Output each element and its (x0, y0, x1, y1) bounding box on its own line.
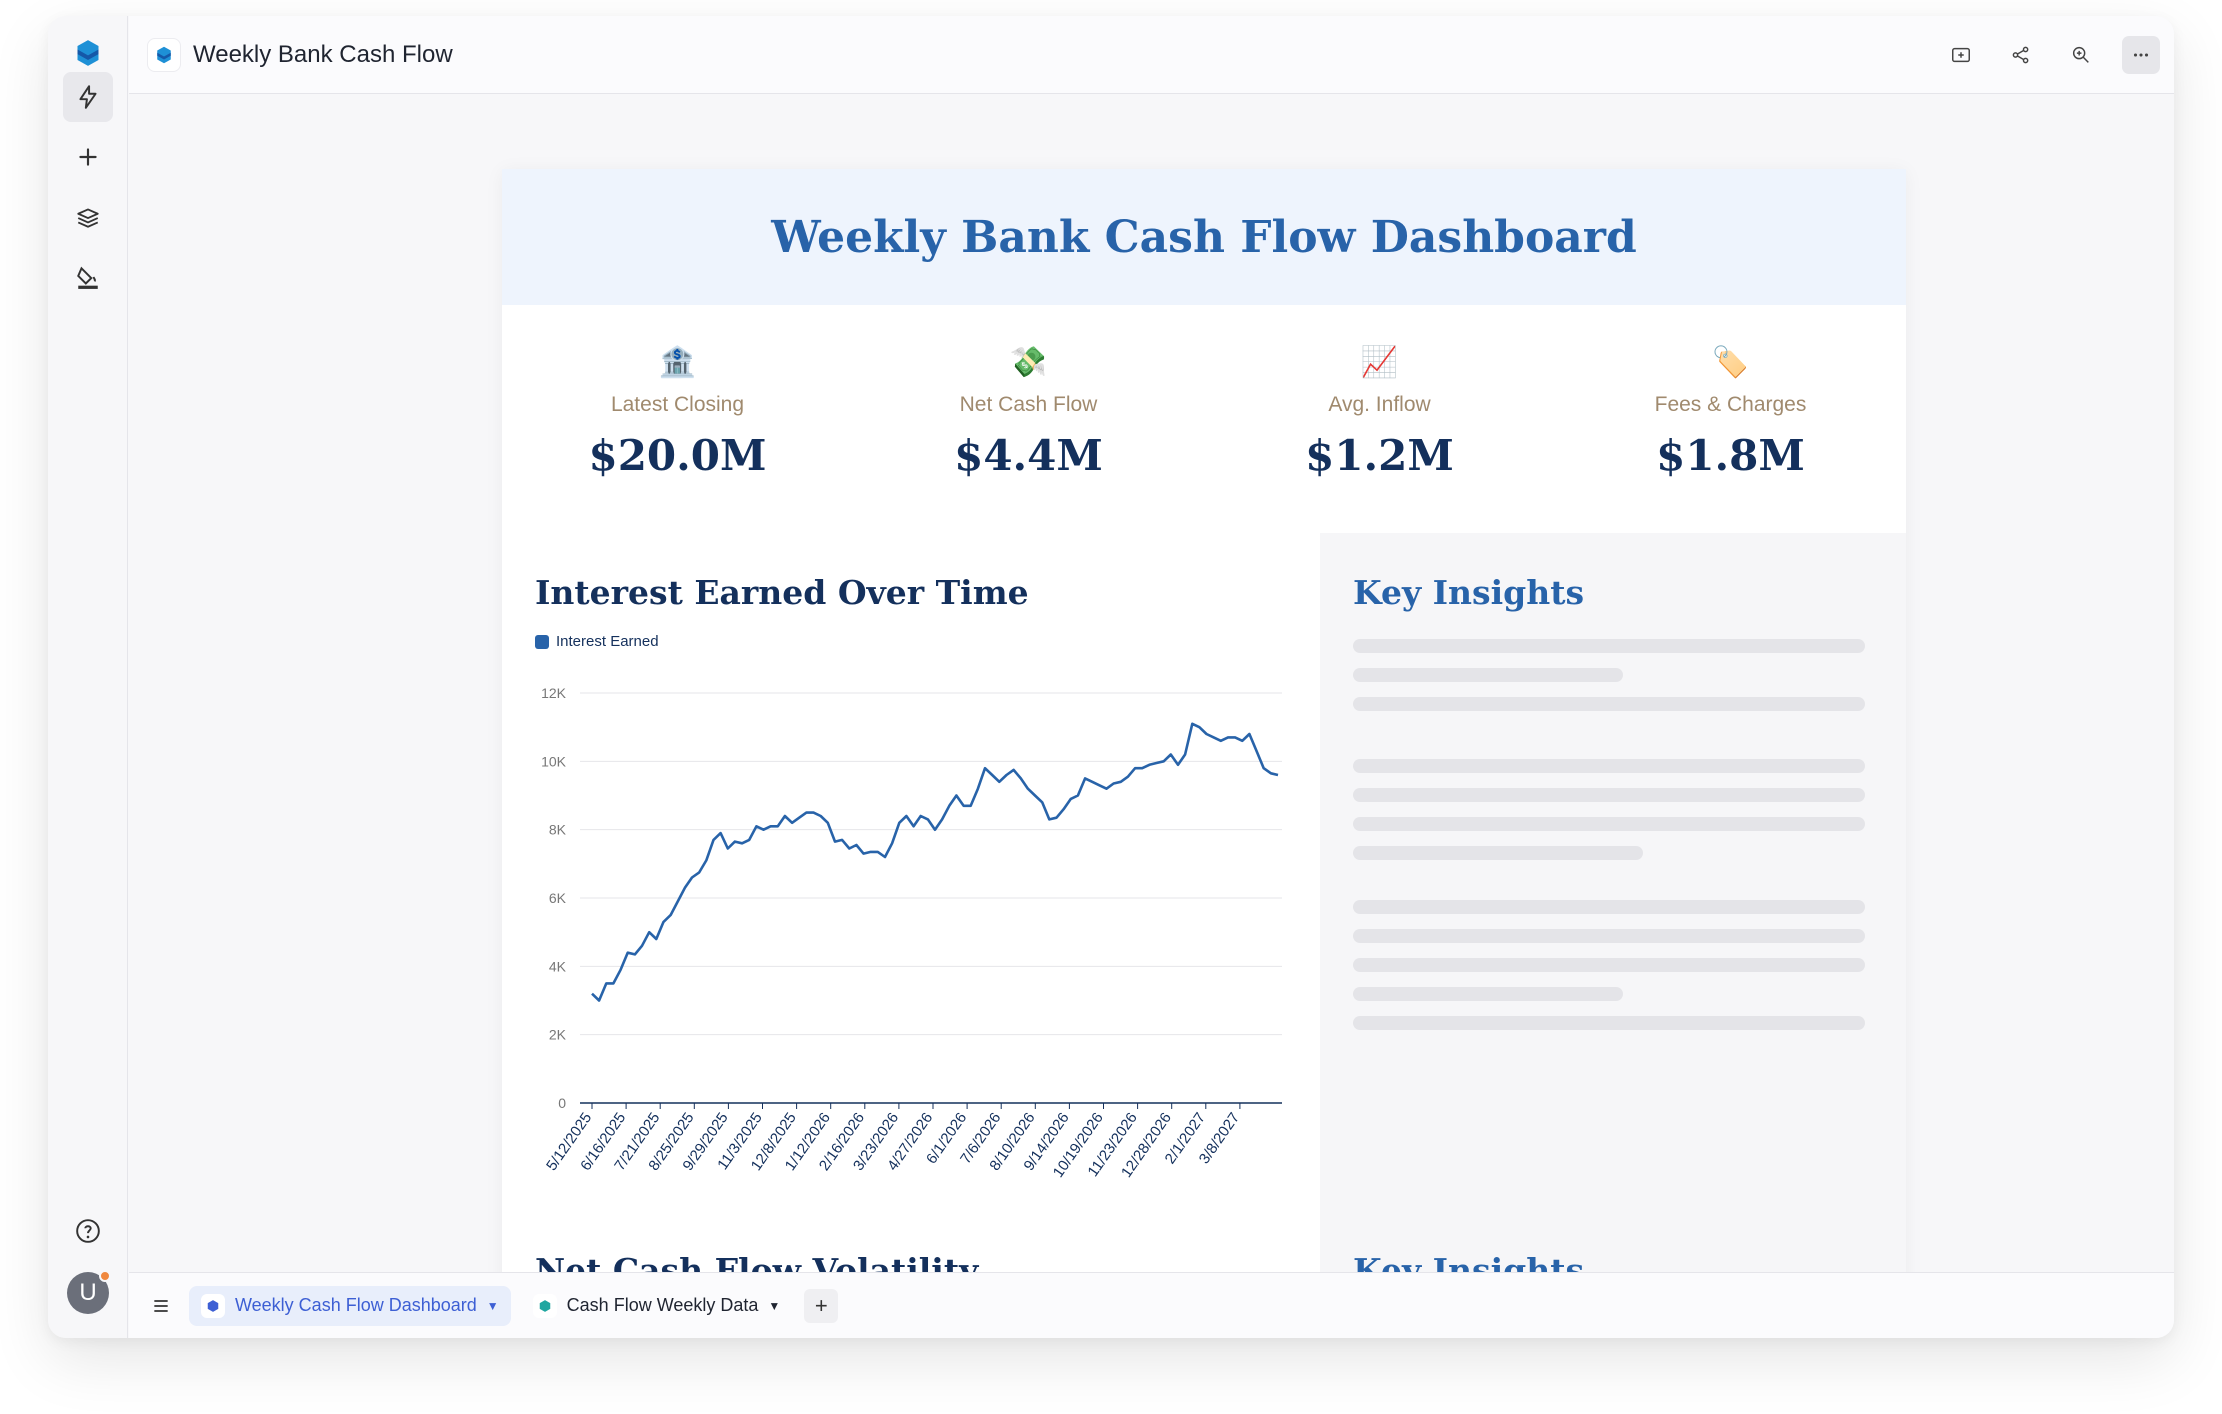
present-icon[interactable] (1942, 36, 1980, 74)
legend-swatch (535, 634, 549, 649)
chart-up-icon: 📈 (1360, 346, 1399, 379)
chevron-down-icon[interactable]: ▼ (486, 1298, 499, 1313)
dashboard-tab-icon (201, 1293, 225, 1318)
data-tab-icon (532, 1293, 557, 1318)
add-tab-button[interactable]: + (804, 1288, 839, 1323)
kpi-row: 🏦 Latest Closing $20.0M 💸 Net Cash Flow … (502, 305, 1906, 533)
kpi-label: Avg. Inflow (1328, 393, 1431, 416)
insights-title: Key Insights (1353, 573, 1585, 612)
kpi-card: 🏷️ Fees & Charges $1.8M (1555, 305, 1906, 533)
chart-legend[interactable]: Interest Earned (535, 633, 659, 650)
skeleton-line (1353, 639, 1865, 653)
dashboard-header: Weekly Bank Cash Flow Dashboard (502, 169, 1906, 305)
kpi-value: $1.2M (1305, 431, 1454, 480)
skeleton-line (1353, 987, 1623, 1001)
avatar-initial: U (79, 1279, 97, 1306)
y-tick-label: 6K (549, 890, 567, 906)
avatar[interactable]: U (67, 1270, 111, 1314)
left-rail: U (48, 16, 128, 1338)
skeleton-line (1353, 846, 1643, 860)
notification-dot (99, 1270, 111, 1282)
zoom-icon[interactable] (2062, 36, 2100, 74)
skeleton-line (1353, 958, 1865, 972)
y-tick-label: 10K (541, 753, 567, 769)
menu-icon[interactable] (143, 1288, 179, 1324)
skeleton-line (1353, 697, 1865, 711)
canvas: Weekly Bank Cash Flow Dashboard 🏦 Latest… (129, 95, 2174, 1272)
skeleton-line (1353, 759, 1865, 773)
plus-icon[interactable] (63, 132, 113, 182)
tab-label: Cash Flow Weekly Data (566, 1295, 759, 1315)
skeleton-line (1353, 788, 1865, 802)
y-tick-label: 2K (549, 1027, 567, 1043)
paint-bucket-icon[interactable] (63, 252, 113, 302)
layers-icon[interactable] (63, 192, 113, 242)
kpi-card: 🏦 Latest Closing $20.0M (502, 305, 853, 533)
bolt-icon[interactable] (63, 72, 113, 122)
help-icon[interactable] (63, 1206, 113, 1256)
tag-icon: 🏷️ (1711, 346, 1750, 379)
kpi-value: $1.8M (1656, 431, 1805, 480)
kpi-label: Latest Closing (610, 393, 745, 416)
app-window: U Weekly Bank Cash Flow W (48, 16, 2174, 1338)
document-icon (147, 37, 181, 72)
bank-icon: 🏦 (658, 346, 697, 379)
skeleton-line (1353, 668, 1623, 682)
skeleton-line (1353, 900, 1865, 914)
header: Weekly Bank Cash Flow (129, 16, 2174, 94)
dashboard-title: Weekly Bank Cash Flow Dashboard (771, 211, 1637, 263)
skeleton-line (1353, 929, 1865, 943)
page-title: Weekly Bank Cash Flow (193, 40, 453, 68)
line-chart[interactable]: 02K4K6K8K10K12K5/12/20256/16/20257/21/20… (502, 663, 1320, 1272)
tab-bar: Weekly Cash Flow Dashboard ▼ Cash Flow W… (129, 1272, 2174, 1338)
y-tick-label: 0 (558, 1095, 566, 1111)
y-tick-label: 4K (549, 958, 567, 974)
chart-title: Interest Earned Over Time (535, 573, 1029, 612)
chart-section: Interest Earned Over Time Interest Earne… (502, 533, 1320, 1272)
kpi-label: Fees & Charges (1654, 393, 1807, 416)
y-tick-label: 8K (549, 822, 567, 838)
insights-panel: Key Insights Key Insights (1320, 533, 1906, 1272)
y-tick-label: 12K (541, 685, 567, 701)
dashboard: Weekly Bank Cash Flow Dashboard 🏦 Latest… (502, 169, 1906, 1272)
next-insights-title: Key Insights (1353, 1251, 1585, 1272)
skeleton-line (1353, 817, 1865, 831)
kpi-card: 💸 Net Cash Flow $4.4M (853, 305, 1204, 533)
chevron-down-icon[interactable]: ▼ (768, 1298, 781, 1313)
kpi-value: $4.4M (954, 431, 1103, 480)
tab-label: Weekly Cash Flow Dashboard (235, 1295, 477, 1315)
more-icon[interactable] (2122, 36, 2160, 74)
legend-label: Interest Earned (556, 633, 659, 650)
kpi-label: Net Cash Flow (959, 393, 1098, 416)
series-line-interest-earned (591, 722, 1279, 1002)
kpi-card: 📈 Avg. Inflow $1.2M (1204, 305, 1555, 533)
money-wings-icon: 💸 (1009, 346, 1048, 379)
skeleton-line (1353, 1016, 1865, 1030)
kpi-value: $20.0M (588, 431, 767, 480)
share-icon[interactable] (2002, 36, 2040, 74)
tab-dashboard[interactable]: Weekly Cash Flow Dashboard ▼ (189, 1285, 511, 1326)
tab-data[interactable]: Cash Flow Weekly Data ▼ (521, 1286, 793, 1326)
next-chart-title: Net Cash Flow Volatility (535, 1251, 979, 1272)
app-logo-icon[interactable] (63, 28, 113, 78)
